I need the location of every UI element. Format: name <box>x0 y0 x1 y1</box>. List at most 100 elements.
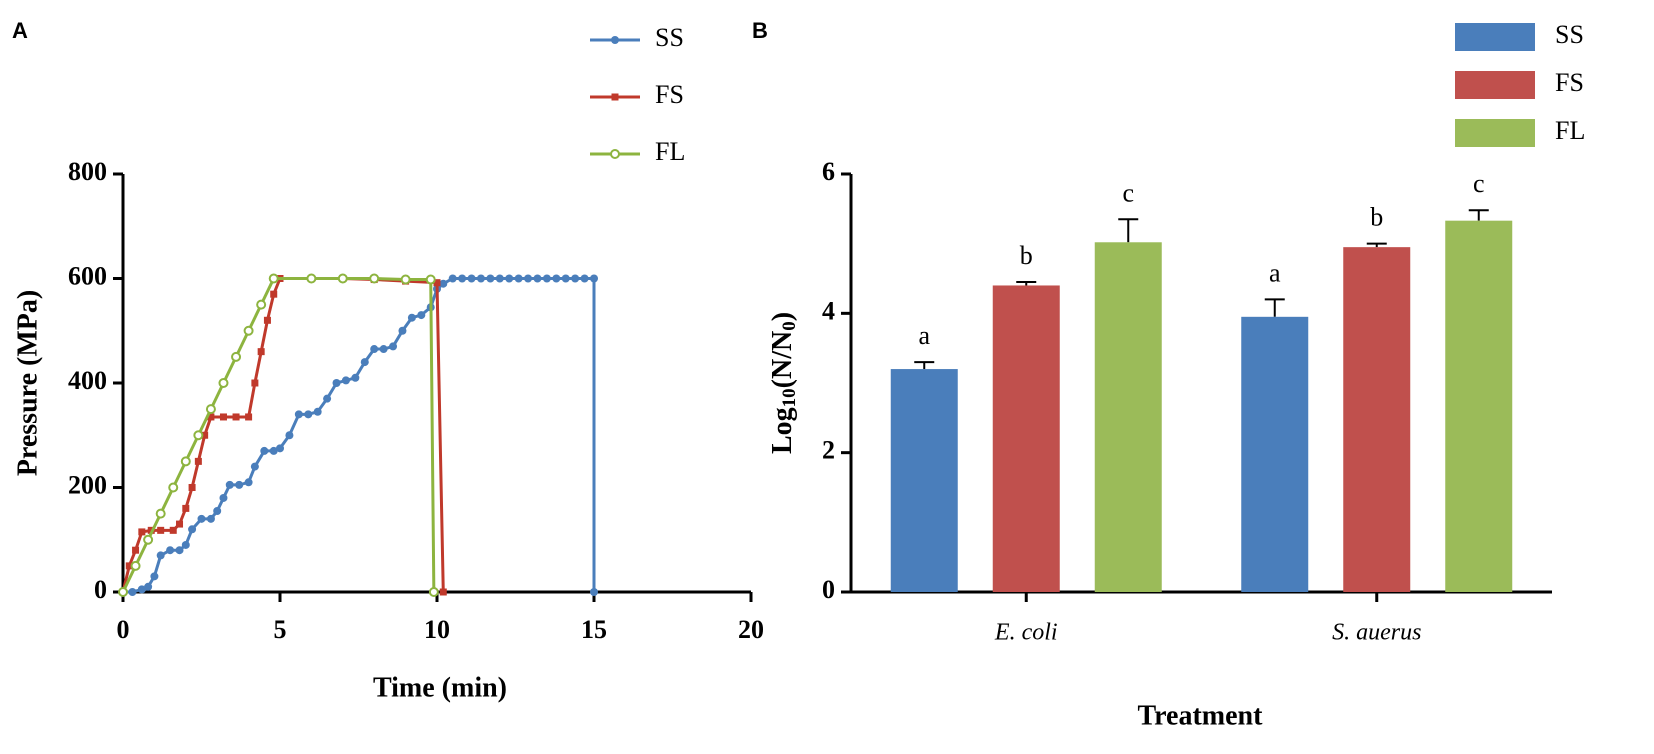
marker <box>231 351 242 362</box>
marker <box>332 379 341 387</box>
y-tick-label: 0 <box>94 575 107 604</box>
x-tick-label: S. auerus <box>1332 620 1421 646</box>
marker <box>611 93 619 101</box>
marker <box>250 462 259 471</box>
legend-label: FL <box>1555 116 1585 145</box>
marker <box>157 526 165 534</box>
marker <box>245 413 253 421</box>
y-tick-label: 800 <box>68 157 107 186</box>
marker <box>268 273 279 284</box>
y-tick-label: 2 <box>822 436 835 465</box>
marker <box>407 313 416 322</box>
marker <box>125 562 133 570</box>
significance-letter: b <box>1370 203 1383 232</box>
marker <box>611 36 619 44</box>
marker <box>467 274 476 283</box>
marker <box>341 376 350 385</box>
legend-label: FS <box>1555 68 1584 97</box>
y-tick-label: 600 <box>68 261 107 290</box>
marker <box>244 478 253 487</box>
bar <box>992 285 1060 592</box>
marker <box>304 410 313 419</box>
marker <box>205 404 216 415</box>
marker <box>433 279 441 287</box>
marker <box>448 274 457 283</box>
marker <box>243 325 254 336</box>
marker <box>181 540 190 549</box>
marker <box>439 588 447 596</box>
marker <box>168 482 179 493</box>
x-tick-label: 5 <box>274 615 287 644</box>
marker <box>194 457 202 465</box>
marker <box>306 273 317 284</box>
marker <box>552 274 561 283</box>
marker <box>561 274 570 283</box>
marker <box>193 430 204 441</box>
significance-letter: b <box>1020 241 1033 270</box>
significance-letter: a <box>1269 258 1281 287</box>
marker <box>590 588 598 596</box>
marker <box>571 274 580 283</box>
marker <box>580 274 589 283</box>
marker <box>505 274 514 283</box>
marker <box>180 456 191 467</box>
marker <box>524 274 533 283</box>
marker <box>130 560 141 571</box>
significance-letter: c <box>1122 178 1134 207</box>
marker <box>370 345 379 354</box>
marker <box>156 551 165 560</box>
marker <box>206 514 215 523</box>
marker <box>590 274 598 283</box>
marker <box>360 358 369 367</box>
marker <box>155 508 166 519</box>
marker <box>169 526 177 534</box>
x-axis-label: Time (min) <box>373 672 507 703</box>
significance-letter: a <box>918 321 930 350</box>
x-tick-label: 10 <box>424 615 450 644</box>
marker <box>400 274 411 285</box>
marker <box>257 348 265 356</box>
marker <box>337 273 348 284</box>
marker <box>232 413 240 421</box>
marker <box>285 431 294 440</box>
marker <box>143 534 154 545</box>
marker <box>138 528 146 536</box>
marker <box>128 588 137 596</box>
marker <box>514 274 523 283</box>
marker <box>251 379 259 387</box>
y-tick-label: 200 <box>68 470 107 499</box>
marker <box>260 446 269 455</box>
legend-label: SS <box>1555 20 1584 49</box>
marker <box>219 413 227 421</box>
marker <box>175 546 184 555</box>
marker <box>428 587 439 597</box>
marker <box>188 525 197 534</box>
legend-swatch <box>1455 71 1535 99</box>
marker <box>417 311 426 320</box>
x-tick-label: 0 <box>117 615 130 644</box>
x-tick-label: E. coli <box>994 620 1058 646</box>
marker <box>197 514 206 523</box>
panel-label: A <box>12 18 28 43</box>
marker <box>219 493 228 502</box>
marker <box>188 484 196 491</box>
marker <box>476 274 485 283</box>
marker <box>270 290 278 298</box>
marker <box>276 444 284 453</box>
marker <box>166 546 175 555</box>
marker <box>486 274 495 283</box>
legend-swatch <box>1455 23 1535 51</box>
y-axis-label: Log10(N/N0) <box>767 312 800 454</box>
y-axis-label-part: 0 <box>779 321 800 331</box>
bar <box>890 369 958 592</box>
marker <box>225 480 234 489</box>
marker <box>201 431 209 439</box>
marker <box>218 378 229 388</box>
y-axis-label-part: ) <box>767 312 798 321</box>
marker <box>132 546 140 554</box>
significance-letter: c <box>1473 169 1485 198</box>
marker <box>294 410 303 419</box>
marker <box>542 274 551 283</box>
legend-swatch <box>1455 119 1535 147</box>
